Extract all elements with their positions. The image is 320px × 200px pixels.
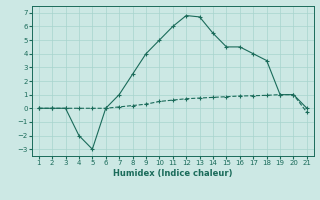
X-axis label: Humidex (Indice chaleur): Humidex (Indice chaleur) — [113, 169, 233, 178]
